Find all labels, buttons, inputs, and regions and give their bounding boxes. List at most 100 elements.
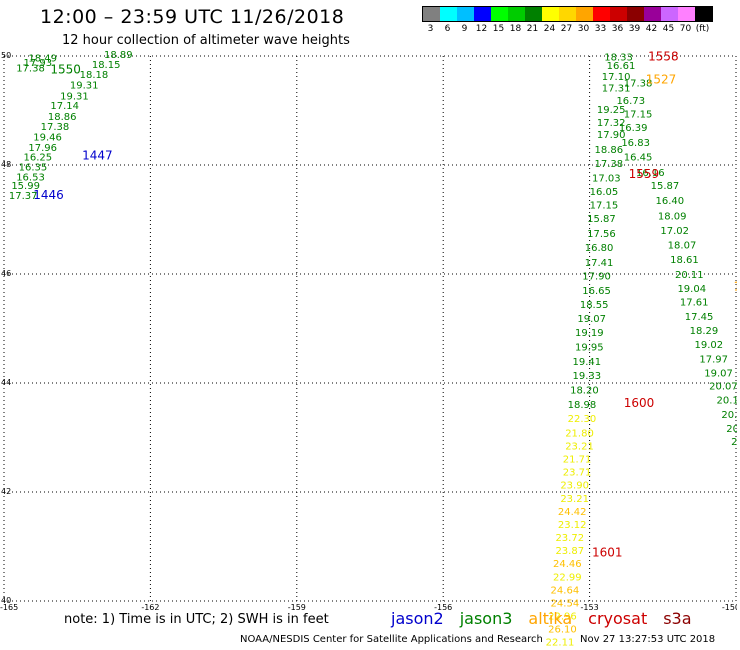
wave-height-value: 23.72 (555, 533, 584, 544)
wave-height-value: 16.65 (582, 286, 611, 297)
wave-height-value: 22.30 (568, 414, 597, 425)
legend-item-s3a: s3a (663, 609, 692, 628)
wave-height-value: 24.54 (551, 598, 580, 609)
longitude-tick-label: -156 (434, 603, 452, 612)
pass-time-label: 1601 (592, 545, 623, 559)
wave-height-value: 18.98 (568, 400, 597, 411)
wave-height-value: 22.99 (553, 572, 582, 583)
wave-height-value: 18.15 (92, 60, 121, 71)
wave-height-value: 17.96 (28, 143, 57, 154)
wave-height-value: 26.10 (548, 625, 577, 636)
edge-mask (737, 0, 740, 650)
color-swatch (440, 7, 457, 21)
color-swatch (474, 7, 491, 21)
pass-time-label: 15 (734, 279, 740, 293)
credit-line: NOAA/NESDIS Center for Satellite Applica… (240, 634, 543, 645)
wave-height-value: 17.61 (680, 298, 709, 309)
wave-height-value: 17.93 (24, 58, 53, 69)
color-scale-label: 21 (526, 24, 539, 34)
wave-height-value: 24.46 (553, 559, 582, 570)
wave-height-value: 15.87 (651, 181, 680, 192)
pass-time-label: 1550 (50, 62, 81, 76)
generated-timestamp: Nov 27 13:27:53 UTC 2018 (580, 634, 716, 645)
legend-item-jason2: jason2 (391, 609, 444, 628)
wave-height-value: 24.64 (551, 585, 580, 596)
satellite-legend: jason2 jason3 altika cryosat s3a (391, 609, 708, 628)
color-swatch (678, 7, 695, 21)
longitude-tick-label: -159 (288, 603, 306, 612)
color-scale-label: 30 (577, 24, 590, 34)
wave-height-value: 19.95 (575, 342, 604, 353)
color-scale-legend: 3 6 9 12 15 18 21 24 27 30 33 36 39 42 45 70 (ft) (422, 6, 713, 36)
color-scale-label: 15 (492, 24, 505, 34)
wave-height-value: 22.96 (548, 612, 577, 623)
wave-height-value: 18.29 (690, 326, 719, 337)
wave-height-value: 16.45 (624, 153, 653, 164)
latitude-tick-label: 42 (1, 487, 11, 496)
legend-item-altika: altika (528, 609, 573, 628)
color-swatch (559, 7, 576, 21)
wave-height-value: 16.83 (621, 138, 650, 149)
color-scale-label: (ft) (695, 24, 710, 34)
page-title: 12:00 – 23:59 UTC 11/26/2018 (40, 6, 345, 28)
color-scale-label: 18 (509, 24, 522, 34)
color-scale-label: 3 (427, 24, 434, 34)
color-scale-swatches (422, 6, 713, 22)
color-scale-label: 9 (461, 24, 468, 34)
color-swatch (627, 7, 644, 21)
color-swatch (576, 7, 593, 21)
latitude-tick-label: 46 (1, 269, 11, 278)
wave-height-value: 23.12 (558, 520, 587, 531)
wave-height-value: 20.07 (709, 382, 738, 393)
wave-height-value: 24.42 (558, 507, 587, 518)
wave-height-value: 19.46 (33, 132, 62, 143)
pass-time-label: 1600 (624, 396, 655, 410)
wave-height-value: 15.87 (587, 214, 616, 225)
wave-height-value: 17.38 (594, 159, 623, 170)
wave-height-value: 16.35 (19, 162, 48, 173)
wave-height-value: 23.87 (555, 546, 584, 557)
color-scale-label: 70 (679, 24, 692, 34)
color-scale-label: 36 (611, 24, 624, 34)
color-scale-label: 33 (594, 24, 607, 34)
color-swatch (508, 7, 525, 21)
wave-height-value: 18.49 (28, 53, 57, 64)
wave-height-value: 17.38 (16, 63, 45, 74)
wave-height-value: 17.38 (41, 122, 70, 133)
wave-height-value: 17.56 (587, 229, 616, 240)
color-swatch (542, 7, 559, 21)
wave-height-value: 16.25 (24, 153, 53, 164)
legend-item-cryosat: cryosat (588, 609, 648, 628)
latitude-tick-label: 44 (1, 378, 11, 387)
color-swatch (491, 7, 508, 21)
wave-height-value: 16.61 (607, 61, 636, 72)
wave-height-value: 22.11 (546, 638, 575, 649)
wave-height-value: 20.11 (675, 270, 704, 281)
pass-time-label: 1446 (33, 188, 64, 202)
wave-height-value: 19.07 (577, 314, 606, 325)
longitude-tick-label: -153 (581, 603, 599, 612)
wave-height-value: 17.31 (602, 83, 631, 94)
color-swatch (695, 7, 712, 21)
color-swatch (423, 7, 440, 21)
wave-height-value: 18.18 (80, 70, 109, 81)
wave-height-value: 18.86 (594, 145, 623, 156)
color-scale-label: 45 (662, 24, 675, 34)
wave-height-value: 23.90 (560, 481, 589, 492)
wave-height-value: 16.73 (616, 96, 645, 107)
pass-time-label: 1559 (629, 167, 660, 181)
color-scale-label: 24 (543, 24, 556, 34)
wave-height-value: 17.15 (590, 201, 619, 212)
wave-height-value: 17.15 (624, 110, 653, 121)
color-scale-label: 42 (645, 24, 658, 34)
footnote: note: 1) Time is in UTC; 2) SWH is in fe… (64, 612, 329, 627)
longitude-tick-label: -150 (722, 603, 740, 612)
pass-time-label: 1447 (82, 149, 113, 163)
wave-height-value: 18.89 (104, 50, 133, 61)
wave-height-value: 19.04 (677, 284, 706, 295)
longitude-tick-label: -162 (141, 603, 159, 612)
wave-height-value: 23.21 (565, 441, 594, 452)
wave-height-value: 15.99 (11, 181, 40, 192)
latitude-tick-label: 50 (1, 51, 11, 60)
